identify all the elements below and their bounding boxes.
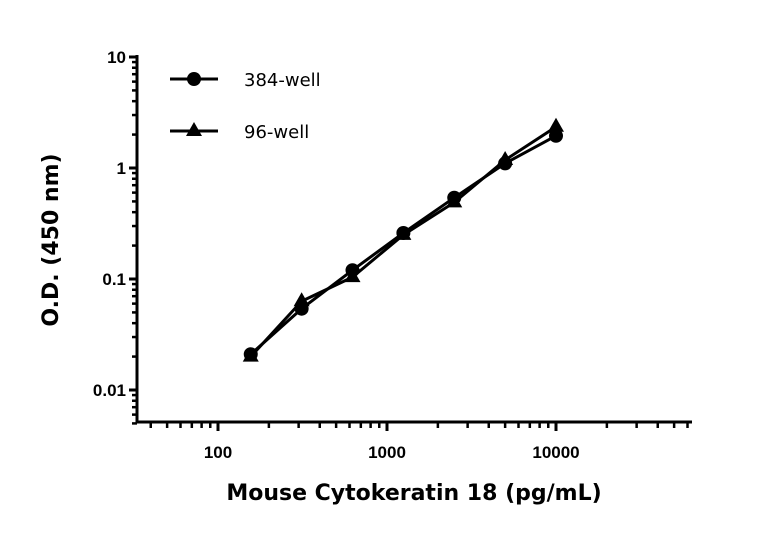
axes: 0.01 0.1 1 10 100 1000 10000 xyxy=(93,48,692,462)
data-point-96-well xyxy=(446,193,463,208)
y-tick-label: 1 xyxy=(117,159,126,178)
series-layer xyxy=(242,117,564,362)
x-tick-label: 10000 xyxy=(532,443,579,462)
legend-marker-96-well xyxy=(186,122,202,136)
data-point-96-well xyxy=(344,268,361,283)
y-axis-label: O.D. (450 nm) xyxy=(39,153,64,326)
legend-marker-384-well xyxy=(187,72,201,86)
data-point-96-well xyxy=(395,225,412,240)
data-point-384-well xyxy=(549,128,563,143)
y-tick-label: 0.1 xyxy=(102,270,126,289)
series-line-384-well xyxy=(249,134,557,356)
data-point-96-well xyxy=(548,117,564,132)
legend: 384-well 96-well xyxy=(170,70,321,143)
data-point-96-well xyxy=(242,347,259,362)
legend-label-384-well: 384-well xyxy=(244,70,321,91)
x-axis-label: Mouse Cytokeratin 18 (pg/mL) xyxy=(226,481,601,506)
data-point-96-well xyxy=(293,292,310,307)
x-tick-label: 1000 xyxy=(368,443,406,462)
legend-label-96-well: 96-well xyxy=(244,122,309,143)
data-point-96-well xyxy=(497,151,514,166)
y-tick-label: 10 xyxy=(107,48,126,67)
y-tick-label: 0.01 xyxy=(93,381,126,400)
x-tick-label: 100 xyxy=(204,443,232,462)
